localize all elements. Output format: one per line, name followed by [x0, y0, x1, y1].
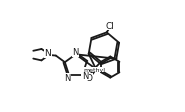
Text: N: N: [45, 49, 51, 58]
Text: O: O: [86, 73, 93, 82]
Text: N: N: [82, 71, 88, 80]
Text: N: N: [73, 48, 79, 57]
Text: Cl: Cl: [106, 22, 115, 30]
Text: N: N: [64, 73, 71, 82]
Text: methyl: methyl: [83, 68, 105, 72]
